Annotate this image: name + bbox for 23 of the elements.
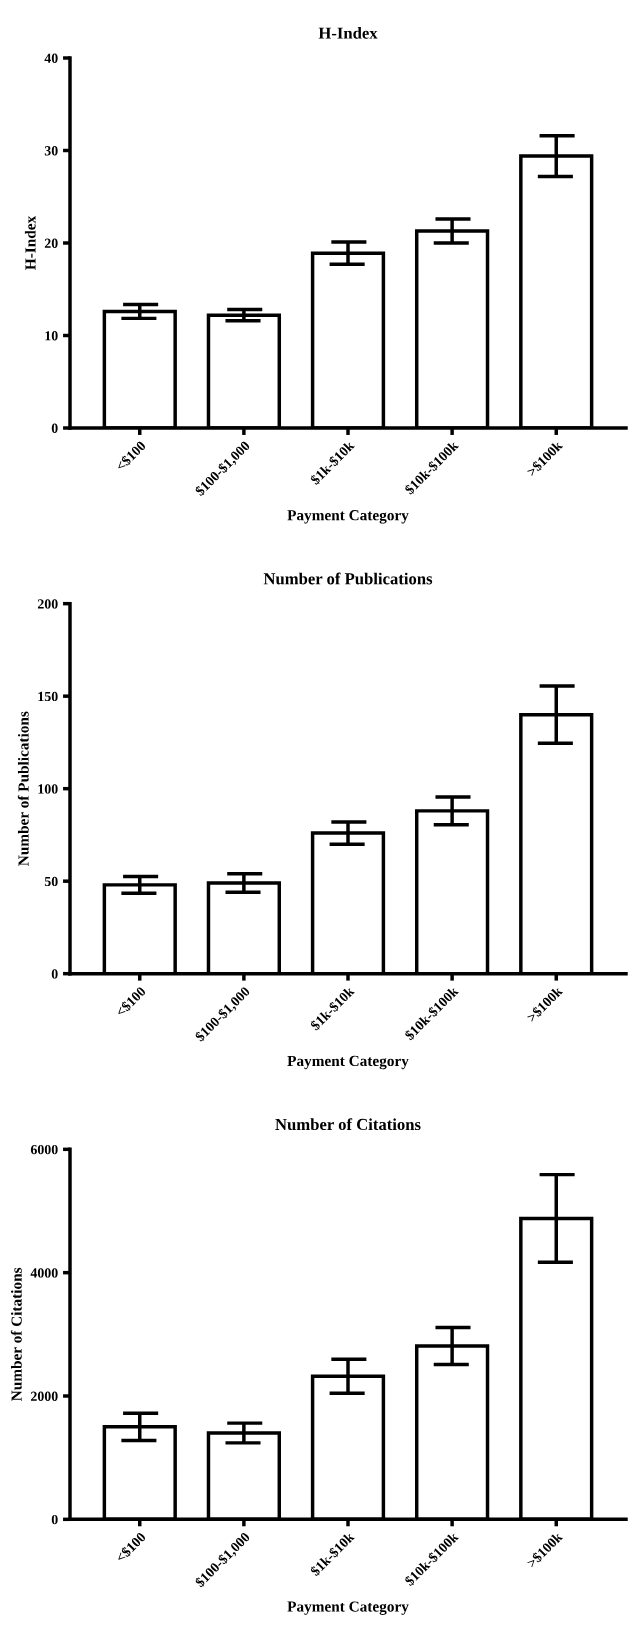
- y-tick-label: 4000: [30, 1268, 58, 1278]
- y-tick-label: 30: [44, 146, 58, 156]
- y-tick-label: 20: [44, 238, 58, 248]
- y-tick-label: 0: [51, 969, 58, 979]
- y-tick-label: 0: [51, 423, 58, 433]
- chart-title: H-Index: [318, 26, 378, 39]
- y-tick-label: 10: [45, 331, 58, 341]
- y-axis-title: Number of Citations: [10, 1267, 22, 1401]
- y-tick-label: 2000: [31, 1391, 58, 1401]
- y-tick-label: 150: [38, 691, 58, 702]
- chart-title: Number of Citations: [275, 1118, 421, 1131]
- y-tick-label: 0: [51, 1514, 58, 1525]
- y-axis-title: Number of Publications: [17, 711, 29, 866]
- y-tick-label: 100: [38, 784, 58, 794]
- x-axis-title: Payment Category: [287, 510, 409, 524]
- y-axis-title: H-Index: [24, 215, 36, 270]
- chart-title: Number of Publications: [263, 572, 433, 585]
- y-tick-label: 200: [37, 599, 58, 609]
- y-tick-label: 50: [44, 876, 58, 887]
- y-tick-label: 6000: [30, 1144, 58, 1155]
- y-tick-label: 40: [44, 53, 58, 63]
- x-axis-title: Payment Category: [287, 1055, 409, 1070]
- x-axis-title: Payment Category: [287, 1601, 409, 1615]
